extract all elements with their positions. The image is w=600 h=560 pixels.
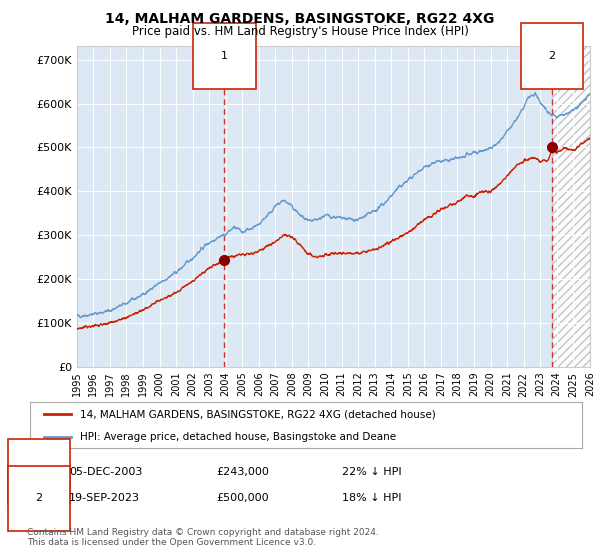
Text: 1: 1 (221, 51, 228, 61)
Text: HPI: Average price, detached house, Basingstoke and Deane: HPI: Average price, detached house, Basi… (80, 432, 396, 441)
Text: 2: 2 (548, 51, 556, 61)
Text: £500,000: £500,000 (216, 493, 269, 503)
Text: 1: 1 (35, 466, 43, 477)
Text: 19-SEP-2023: 19-SEP-2023 (69, 493, 140, 503)
Text: 14, MALHAM GARDENS, BASINGSTOKE, RG22 4XG: 14, MALHAM GARDENS, BASINGSTOKE, RG22 4X… (106, 12, 494, 26)
Text: 22% ↓ HPI: 22% ↓ HPI (342, 466, 401, 477)
Text: Contains HM Land Registry data © Crown copyright and database right 2024.
This d: Contains HM Land Registry data © Crown c… (27, 528, 379, 547)
Text: 14, MALHAM GARDENS, BASINGSTOKE, RG22 4XG (detached house): 14, MALHAM GARDENS, BASINGSTOKE, RG22 4X… (80, 409, 436, 419)
Text: 18% ↓ HPI: 18% ↓ HPI (342, 493, 401, 503)
Text: £243,000: £243,000 (216, 466, 269, 477)
Text: 05-DEC-2003: 05-DEC-2003 (69, 466, 142, 477)
Text: Price paid vs. HM Land Registry's House Price Index (HPI): Price paid vs. HM Land Registry's House … (131, 25, 469, 38)
Text: 2: 2 (35, 493, 43, 503)
